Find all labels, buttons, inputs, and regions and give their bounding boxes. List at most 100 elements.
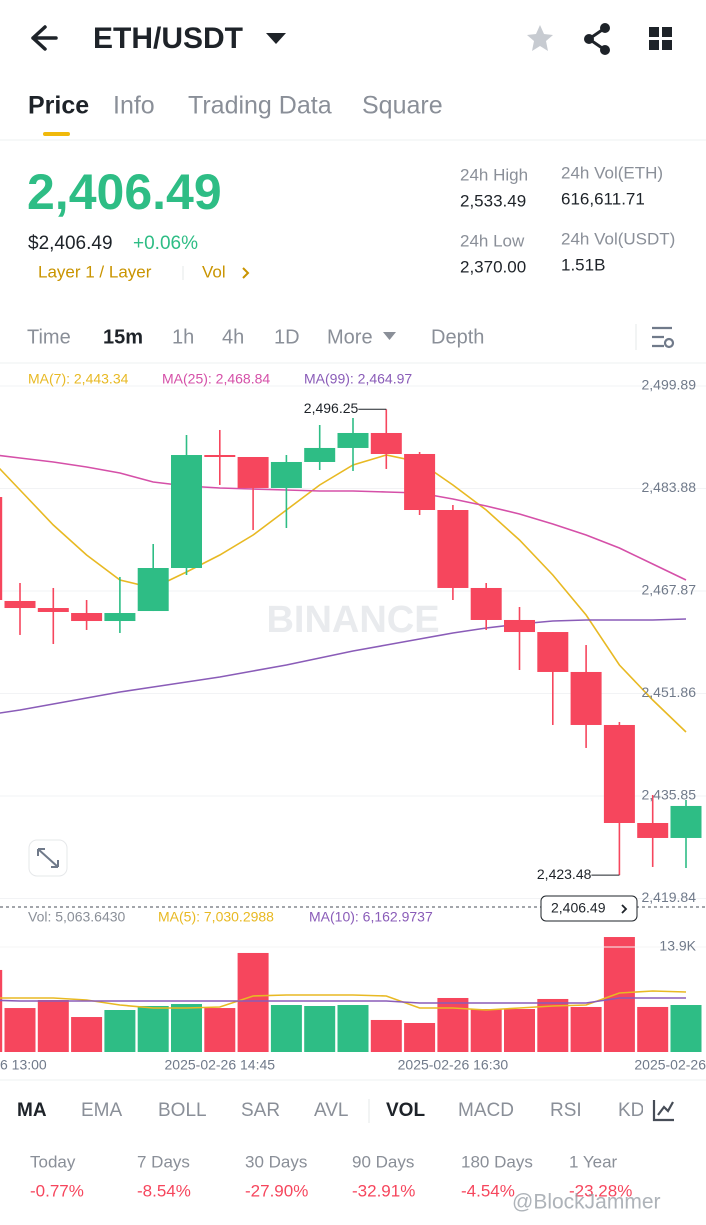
volume-bar [570,1006,602,1052]
interval[interactable]: More [327,326,373,348]
candle-body [637,822,669,838]
volume-labels: Vol: 5,063.6430 MA(5): 7,030.2988 MA(10): … [0,909,706,954]
sector-tag[interactable]: Layer 1 / Layer [38,262,152,281]
share-icon[interactable] [584,23,610,55]
last-price-box [540,895,638,922]
watermark: @BlockJammer [512,1191,661,1214]
volume-bar [4,1008,36,1052]
tab[interactable]: Info [113,92,155,120]
stat-label: 24h High [460,165,528,184]
last-price-tag: 2,406.49 [551,900,606,916]
ma-line [0,454,687,581]
candle-body [504,619,535,633]
period-label: 180 Days [461,1152,533,1171]
more-caret [383,332,396,340]
candles [0,409,702,876]
candle-body [437,510,469,588]
volume-bar [71,1017,103,1052]
interval[interactable]: 1h [172,326,194,348]
y-tick-label: 2,499.89 [642,377,697,393]
period-label: 90 Days [352,1152,414,1171]
volume-bar [603,937,635,1052]
tab[interactable]: Price [28,92,89,120]
tab[interactable]: Trading Data [188,92,332,120]
volume-bar [670,1005,702,1052]
pair-dropdown[interactable] [266,33,286,44]
indicator-settings-icon[interactable] [652,1100,674,1122]
tab[interactable]: Square [362,92,443,120]
volume-bar [237,952,269,1052]
indicator[interactable]: SAR [241,1100,280,1121]
interval[interactable]: 15m [103,326,143,348]
volume-legend: MA(5): 7,030.2988 [158,909,274,925]
indicator[interactable]: MA [17,1100,47,1121]
chart-settings-icon[interactable] [652,326,675,349]
candle-body [270,461,302,488]
y-tick-label: 2,419.84 [642,889,697,905]
volume-bar [104,1009,136,1052]
high-label: 2,496.25 [304,400,359,416]
period-change: -4.54% [461,1181,515,1200]
volume-tick-label: 13.9K [659,938,696,954]
stat-value: 616,611.71 [561,189,645,208]
indicator[interactable]: RSI [550,1100,582,1121]
expand-button[interactable] [28,839,68,877]
volume-bar [204,1008,236,1052]
usd-price: $2,406.49 [28,233,113,254]
y-tick-label: 2,435.85 [642,787,697,803]
stat-label: 24h Vol(USDT) [561,229,675,248]
chevron [242,267,250,279]
pair-title[interactable]: ETH/USDT [93,22,243,55]
chart-watermark: BINANCE [266,599,439,641]
vol-link[interactable]: Vol [202,262,226,281]
candle-body [4,600,36,609]
volume-bar [470,1009,502,1052]
ma-legend: MA(7): 2,443.34 [28,371,129,387]
ma-line [0,990,687,1011]
chart-labels: 2,499.89 2,483.88 2,467.87 2,451.86 2,435.85… [28,371,696,905]
back-button[interactable] [31,25,58,51]
volume [0,937,702,1052]
indicator[interactable]: MACD [458,1100,514,1121]
volume-legend: Vol: 5,063.6430 [28,909,126,925]
candle-body [570,671,602,725]
volume-bar [337,1005,369,1052]
candle-body [537,632,569,672]
stat-value: 1.51B [561,255,605,274]
volume-bar [0,969,3,1052]
candle-body [404,453,436,511]
volume-bar [537,998,569,1052]
candle-body [237,456,269,488]
candle-body [137,568,169,612]
favorite-icon[interactable] [527,25,553,51]
volume-bar [370,1019,402,1052]
period-change: -32.91% [352,1181,415,1200]
price-change: +0.06% [133,233,198,254]
ma-line [0,997,686,1004]
period-change: -0.77% [30,1181,84,1200]
x-tick-label: 2025-02-26 14:45 [165,1057,276,1073]
period-change: -8.54% [137,1181,191,1200]
icon-backdrop [643,1094,706,1126]
stat-label: 24h Low [460,231,525,250]
indicator[interactable]: KD [618,1100,644,1121]
interval[interactable]: 4h [222,326,244,348]
x-tick-label: 6 13:00 [0,1057,47,1073]
ma-legend: MA(99): 2,464.97 [304,371,412,387]
interval[interactable]: Time [27,326,71,348]
tab-indicator [43,132,70,136]
interval[interactable]: 1D [274,326,300,348]
indicator[interactable]: BOLL [158,1100,207,1121]
volume-bar [504,1009,535,1052]
candle-body [304,447,336,462]
grid-icon[interactable] [649,27,672,50]
volume-bar [270,1005,302,1052]
candle-body [204,455,236,457]
indicator[interactable]: EMA [81,1100,123,1121]
indicator[interactable]: AVL [314,1100,349,1121]
ma-line [0,454,687,733]
period-label: Today [30,1152,76,1171]
indicator[interactable]: VOL [386,1100,425,1121]
interval[interactable]: Depth [431,326,484,348]
